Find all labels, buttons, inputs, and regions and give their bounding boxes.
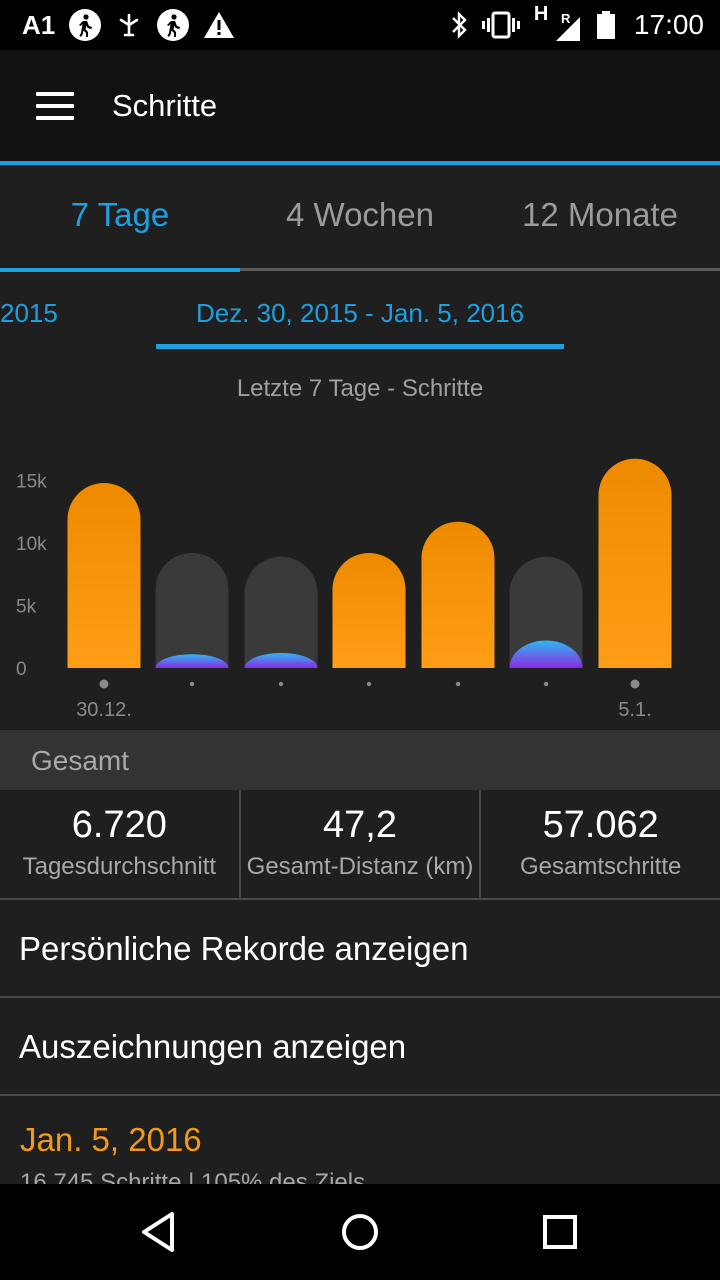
x-tick-label: 30.12. — [76, 699, 132, 721]
badges-link[interactable]: Auszeichnungen anzeigen — [0, 998, 720, 1096]
totals-header-label: Gesamt — [31, 745, 130, 776]
fan-icon — [115, 11, 143, 39]
x-tick-dot — [630, 679, 640, 689]
stat-value: 6.720 — [71, 804, 167, 846]
badges-label: Auszeichnungen anzeigen — [19, 1028, 407, 1065]
navigation-bar — [0, 1184, 720, 1280]
clock: 17:00 — [633, 9, 704, 40]
day-entry[interactable]: Jan. 5, 2016 16.745 Schritte | 105% des … — [0, 1097, 720, 1184]
goal-bar — [244, 556, 318, 668]
stat-label: Gesamtschritte — [519, 853, 682, 880]
carrier-label: A1 — [22, 9, 56, 40]
date-range-current[interactable]: Dez. 30, 2015 - Jan. 5, 2016 — [195, 298, 525, 328]
svg-text:R: R — [561, 11, 571, 26]
totals-stats: 6.720 Tagesdurchschnitt 47,2 Gesamt-Dist… — [0, 790, 720, 900]
day-entry-summary: 16.745 Schritte | 105% des Ziels — [20, 1169, 366, 1184]
bar — [509, 640, 583, 668]
chart-title: Letzte 7 Tage - Schritte — [236, 375, 484, 402]
period-tabs: 7 Tage 4 Wochen 12 Monate — [0, 165, 720, 271]
totals-header: Gesamt — [0, 730, 720, 790]
menu-icon[interactable] — [36, 92, 76, 120]
stat-label: Tagesdurchschnitt — [22, 853, 217, 880]
goal-bar — [509, 556, 583, 668]
warning-icon — [203, 11, 235, 39]
stat-total-distance: 47,2 Gesamt-Distanz (km) — [241, 790, 482, 898]
page-title: Schritte — [112, 88, 218, 123]
x-tick-dot — [99, 679, 109, 689]
status-bar: A1 H R 17:00 — [0, 0, 720, 50]
app-bar-accent-line — [0, 161, 720, 165]
battery-icon — [596, 10, 616, 40]
stat-daily-average: 6.720 Tagesdurchschnitt — [0, 790, 241, 898]
bar — [421, 521, 495, 668]
vibrate-icon — [481, 11, 520, 39]
tab-7-tage[interactable]: 7 Tage — [70, 196, 170, 233]
x-tick-dot — [455, 681, 461, 687]
walking-icon — [157, 9, 190, 41]
network-type-label: H — [533, 3, 549, 25]
x-tick-dot — [189, 681, 195, 687]
y-tick-label: 10k — [16, 534, 47, 555]
date-range-indicator — [156, 344, 564, 349]
personal-records-label: Persönliche Rekorde anzeigen — [19, 930, 469, 967]
stat-label: Gesamt-Distanz (km) — [246, 853, 474, 880]
bar — [244, 653, 318, 668]
tab-indicator — [0, 268, 240, 272]
walking-icon — [69, 9, 102, 41]
bar — [155, 654, 229, 668]
date-range-previous[interactable]: 2015 — [0, 298, 58, 328]
y-tick-label: 5k — [16, 597, 37, 618]
x-tick-dot — [366, 681, 372, 687]
back-icon[interactable] — [136, 1208, 184, 1256]
network-h-icon: H R — [534, 3, 582, 43]
steps-chart[interactable]: 0 5k 10k 15k 30.12. 5.1. — [0, 420, 720, 730]
stat-value: 47,2 — [323, 804, 397, 846]
app-bar: Schritte — [0, 50, 720, 161]
tabs-divider — [0, 268, 720, 271]
stat-value: 57.062 — [542, 804, 659, 846]
personal-records-link[interactable]: Persönliche Rekorde anzeigen — [0, 900, 720, 998]
x-tick-dot — [543, 681, 549, 687]
recents-icon[interactable] — [536, 1208, 584, 1256]
goal-bar — [155, 553, 229, 668]
tab-4-wochen[interactable]: 4 Wochen — [286, 196, 434, 233]
home-icon[interactable] — [336, 1208, 384, 1256]
bar — [332, 553, 406, 668]
bar — [67, 483, 141, 668]
bluetooth-icon — [450, 10, 468, 40]
bar — [598, 458, 672, 668]
x-tick-dot — [278, 681, 284, 687]
stat-total-steps: 57.062 Gesamtschritte — [481, 790, 720, 898]
y-tick-label: 15k — [16, 472, 47, 493]
tab-12-monate[interactable]: 12 Monate — [522, 196, 678, 233]
day-entry-date: Jan. 5, 2016 — [20, 1121, 202, 1158]
x-tick-label: 5.1. — [618, 699, 651, 721]
y-tick-label: 0 — [16, 659, 27, 680]
